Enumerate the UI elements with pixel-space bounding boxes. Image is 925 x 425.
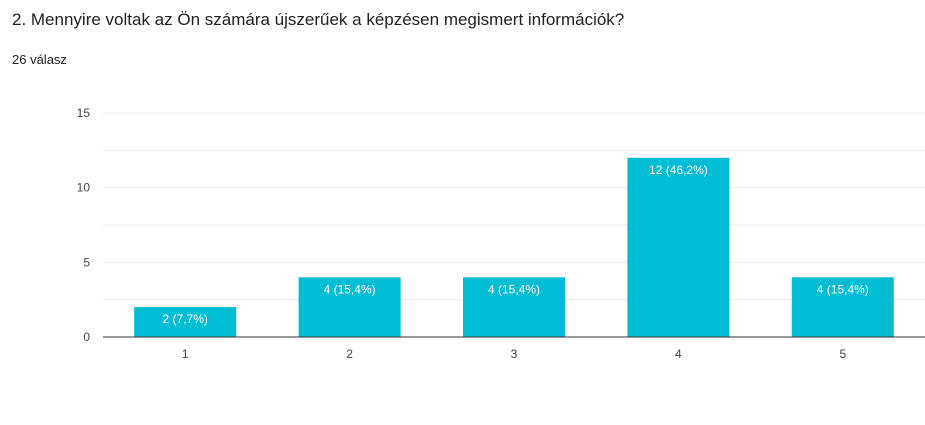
chart-title: 2. Mennyire voltak az Ön számára újszerű… bbox=[12, 10, 625, 29]
bar-data-label: 4 (15,4%) bbox=[488, 282, 540, 296]
response-count: 26 válasz bbox=[12, 52, 67, 67]
x-tick-label: 5 bbox=[839, 347, 846, 361]
bar bbox=[298, 277, 401, 337]
y-tick-label: 10 bbox=[77, 181, 91, 195]
y-tick-label: 15 bbox=[77, 106, 91, 120]
bar-data-label: 2 (7,7%) bbox=[163, 312, 208, 326]
x-tick-label: 2 bbox=[346, 347, 353, 361]
x-tick-label: 4 bbox=[675, 347, 682, 361]
gridlines bbox=[103, 112, 925, 301]
x-axis-ticks: 1 2 3 4 5 bbox=[182, 347, 847, 361]
bar bbox=[627, 157, 730, 337]
x-tick-label: 3 bbox=[511, 347, 518, 361]
bar-data-label: 12 (46,2%) bbox=[649, 163, 708, 177]
bars: 2 (7,7%) 4 (15,4%) 4 (15,4%) 12 (46,2%) 4 (1… bbox=[134, 157, 894, 337]
x-tick-label: 1 bbox=[182, 347, 189, 361]
bar-data-label: 4 (15,4%) bbox=[324, 282, 376, 296]
bar bbox=[463, 277, 565, 337]
y-tick-label: 0 bbox=[83, 330, 90, 344]
bar bbox=[791, 277, 894, 337]
y-tick-label: 5 bbox=[83, 255, 90, 269]
y-axis-ticks: 0 5 10 15 bbox=[77, 106, 91, 344]
bar-data-label: 4 (15,4%) bbox=[817, 282, 869, 296]
bar bbox=[134, 307, 237, 337]
